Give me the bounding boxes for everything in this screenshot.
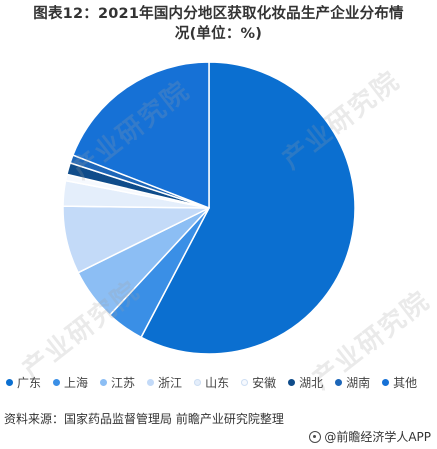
legend-item: 湖北 — [288, 374, 323, 391]
legend-label: 其他 — [393, 375, 418, 390]
brand-logo-icon — [309, 430, 322, 443]
legend-item: 广东 — [6, 374, 41, 391]
legend-swatch — [194, 378, 202, 386]
legend-label: 上海 — [64, 375, 89, 390]
legend-label: 山东 — [205, 375, 230, 390]
legend-swatch — [147, 378, 155, 386]
brand-text: @前瞻经济学人APP — [324, 430, 431, 444]
legend-label: 安徽 — [252, 375, 277, 390]
legend-item: 江苏 — [100, 374, 135, 391]
pie-slice-0 — [140, 61, 356, 355]
chart-title-line-1: 图表12：2021年国内分地区获取化妆品生产企业分布情 — [33, 6, 404, 22]
legend-item: 浙江 — [147, 374, 182, 391]
legend-label: 浙江 — [158, 375, 183, 390]
brand-credit: @前瞻经济学人APP — [309, 428, 431, 445]
source-note: 资料来源：国家药品监督管理局 前瞻产业研究院整理 — [4, 412, 284, 426]
legend-swatch — [241, 378, 249, 386]
legend-swatch — [6, 378, 13, 386]
legend-label: 湖南 — [346, 375, 371, 390]
chart-title: 图表12：2021年国内分地区获取化妆品生产企业分布情 况(单位：%) — [8, 4, 429, 44]
legend-item: 安徽 — [241, 374, 276, 391]
legend-swatch — [288, 378, 296, 386]
legend-swatch — [100, 378, 108, 386]
legend-item: 上海 — [53, 374, 88, 391]
legend-item: 湖南 — [335, 374, 370, 391]
legend-label: 湖北 — [299, 375, 324, 390]
legend-item: 其他 — [382, 374, 417, 391]
legend-swatch — [382, 378, 390, 386]
legend-swatch — [53, 378, 61, 386]
legend-label: 江苏 — [111, 375, 136, 390]
chart-legend: 广东 上海 江苏 浙江 山东 安徽 湖北 湖南 其他 — [6, 373, 434, 391]
pie-slice-8 — [72, 61, 210, 209]
chart-title-line-2: 况(单位：%) — [174, 26, 263, 42]
legend-item: 山东 — [194, 374, 229, 391]
legend-label: 广东 — [17, 375, 42, 390]
legend-swatch — [335, 378, 343, 386]
